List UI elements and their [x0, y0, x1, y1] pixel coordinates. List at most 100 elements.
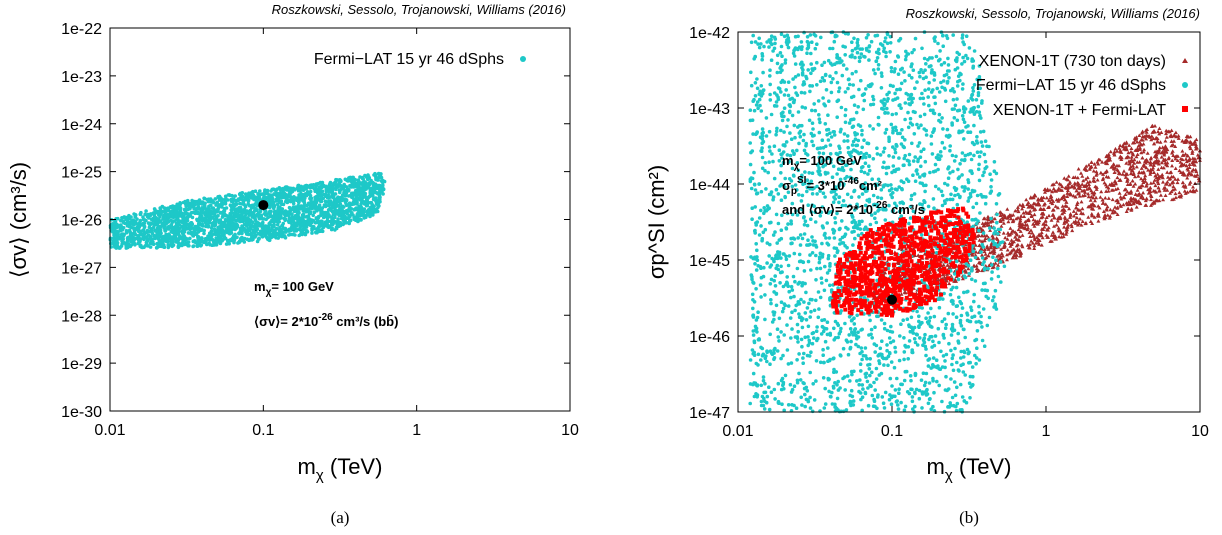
- panel-b-point-circle: [944, 374, 948, 379]
- panel-b-point-circle: [795, 266, 800, 271]
- panel-a-point-circle: [214, 236, 218, 240]
- panel-b-point-circle: [759, 399, 764, 404]
- panel-a-point-circle: [177, 203, 182, 208]
- panel-a-point-circle: [359, 202, 363, 206]
- panel-a-point-circle: [177, 223, 182, 227]
- panel-a-point-circle: [324, 189, 329, 194]
- panel-a-point-circle: [114, 241, 119, 246]
- panel-b-point-triangle: [1047, 213, 1051, 218]
- panel-b-point-triangle: [1073, 219, 1078, 223]
- panel-b-point-triangle: [1135, 152, 1140, 156]
- panel-a-point-circle: [215, 208, 220, 212]
- panel-a-point-circle: [381, 192, 385, 196]
- panel-a-point-circle: [280, 186, 285, 191]
- panel-a-point-circle: [329, 219, 334, 224]
- panel-b-point-triangle: [1036, 197, 1041, 201]
- panel-b-point-circle: [938, 49, 942, 53]
- panel-a-point-circle: [287, 205, 292, 210]
- panel-b-point-triangle: [1005, 248, 1010, 252]
- panel-b-point-circle: [808, 406, 813, 410]
- panel-a-point-circle: [347, 221, 352, 226]
- panel-a-point-circle: [131, 226, 136, 230]
- panel-b-point-circle: [854, 69, 858, 74]
- panel-b-point-circle: [821, 376, 826, 380]
- panel-b-point-triangle: [1089, 212, 1094, 216]
- panel-a-point-circle: [177, 234, 182, 238]
- panel-a-point-circle: [259, 213, 264, 218]
- panel-b-point-triangle: [1144, 196, 1149, 201]
- panel-b-point-circle: [874, 366, 879, 371]
- panel-a-point-circle: [133, 243, 137, 247]
- panel-a-point-circle: [220, 233, 225, 238]
- panel-a-point-circle: [275, 187, 279, 191]
- panel-a-point-circle: [372, 196, 376, 201]
- panel-b-point-circle: [983, 159, 988, 164]
- panel-a-point-circle: [167, 233, 172, 238]
- panel-a-point-circle: [328, 202, 333, 207]
- panel-a-point-circle: [288, 209, 293, 213]
- panel-a-point-circle: [347, 176, 351, 181]
- panel-a-point-circle: [319, 194, 324, 198]
- panel-b-point-circle: [826, 58, 831, 63]
- panel-a-point-circle: [308, 185, 312, 190]
- panel-a-point-circle: [283, 218, 288, 223]
- panel-a-point-circle: [296, 203, 301, 208]
- panel-a-point-circle: [315, 207, 319, 211]
- panel-a-point-circle: [164, 232, 168, 237]
- panel-b-point-circle: [893, 388, 898, 392]
- panel-b-point-circle: [868, 124, 872, 128]
- panel-b-point-circle: [784, 140, 789, 144]
- panel-b-point-triangle: [1141, 190, 1146, 195]
- panel-b-point-triangle: [1184, 157, 1188, 161]
- panel-a-y-tick-label: 1e-25: [61, 165, 102, 182]
- panel-a-x-tick-label: 1: [412, 422, 421, 439]
- panel-b-point-circle: [767, 160, 771, 164]
- panel-a-point-circle: [182, 223, 186, 227]
- panel-a-point-circle: [290, 212, 294, 216]
- panel-a-point-circle: [323, 220, 328, 224]
- panel-b-point-triangle: [1130, 179, 1135, 183]
- panel-a-point-circle: [136, 222, 140, 226]
- panel-a-point-circle: [313, 198, 317, 202]
- panel-a-point-circle: [334, 225, 339, 230]
- panel-a-point-circle: [136, 238, 141, 242]
- panel-b-point-circle: [811, 143, 816, 148]
- panel-b-point-circle: [849, 195, 854, 199]
- panel-a-point-circle: [176, 244, 181, 249]
- panel-b-point-triangle: [1051, 212, 1055, 216]
- panel-a-point-circle: [227, 238, 232, 243]
- panel-b-point-circle: [794, 303, 798, 308]
- panel-a-point-circle: [275, 223, 280, 227]
- panel-b-point-triangle: [1145, 151, 1150, 155]
- panel-a-point-circle: [375, 191, 380, 196]
- panel-a-point-circle: [354, 188, 358, 193]
- panel-b-point-circle: [758, 283, 763, 287]
- panel-b-point-circle: [873, 350, 877, 354]
- panel-b-point-circle: [815, 60, 819, 65]
- panel-a-point-circle: [212, 211, 217, 215]
- panel-b-point-triangle: [1180, 139, 1185, 143]
- panel-a-point-circle: [358, 175, 362, 179]
- panel-a-point-circle: [350, 211, 354, 215]
- panel-a-point-circle: [212, 218, 217, 222]
- panel-b-point-circle: [909, 197, 913, 202]
- panel-a-point-circle: [231, 197, 236, 201]
- panel-a-point-circle: [343, 214, 347, 219]
- panel-a-x-tick-label: 0.1: [252, 422, 274, 439]
- panel-b-point-triangle: [1194, 188, 1199, 192]
- panel-a-point-circle: [180, 241, 184, 246]
- panel-a-point-circle: [349, 184, 354, 188]
- panel-b-point-circle: [748, 118, 753, 123]
- panel-b-point-triangle: [1170, 163, 1174, 168]
- panel-a-point-circle: [253, 235, 257, 239]
- panel-a-point-circle: [112, 222, 117, 226]
- panel-b-point-triangle: [1032, 212, 1037, 217]
- panel-a-point-circle: [229, 211, 234, 215]
- panel-b-point-triangle: [1158, 193, 1163, 197]
- panel-a-point-circle: [275, 231, 279, 236]
- panel-b-point-circle: [832, 326, 836, 331]
- panel-a-point-circle: [267, 221, 272, 226]
- panel-a-point-circle: [319, 181, 324, 186]
- panel-b-point-triangle: [1019, 243, 1024, 247]
- panel-a-point-circle: [247, 203, 252, 208]
